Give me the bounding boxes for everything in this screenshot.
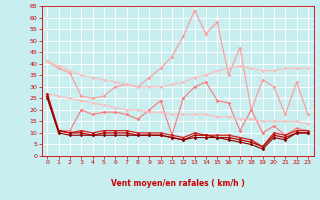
- X-axis label: Vent moyen/en rafales ( km/h ): Vent moyen/en rafales ( km/h ): [111, 179, 244, 188]
